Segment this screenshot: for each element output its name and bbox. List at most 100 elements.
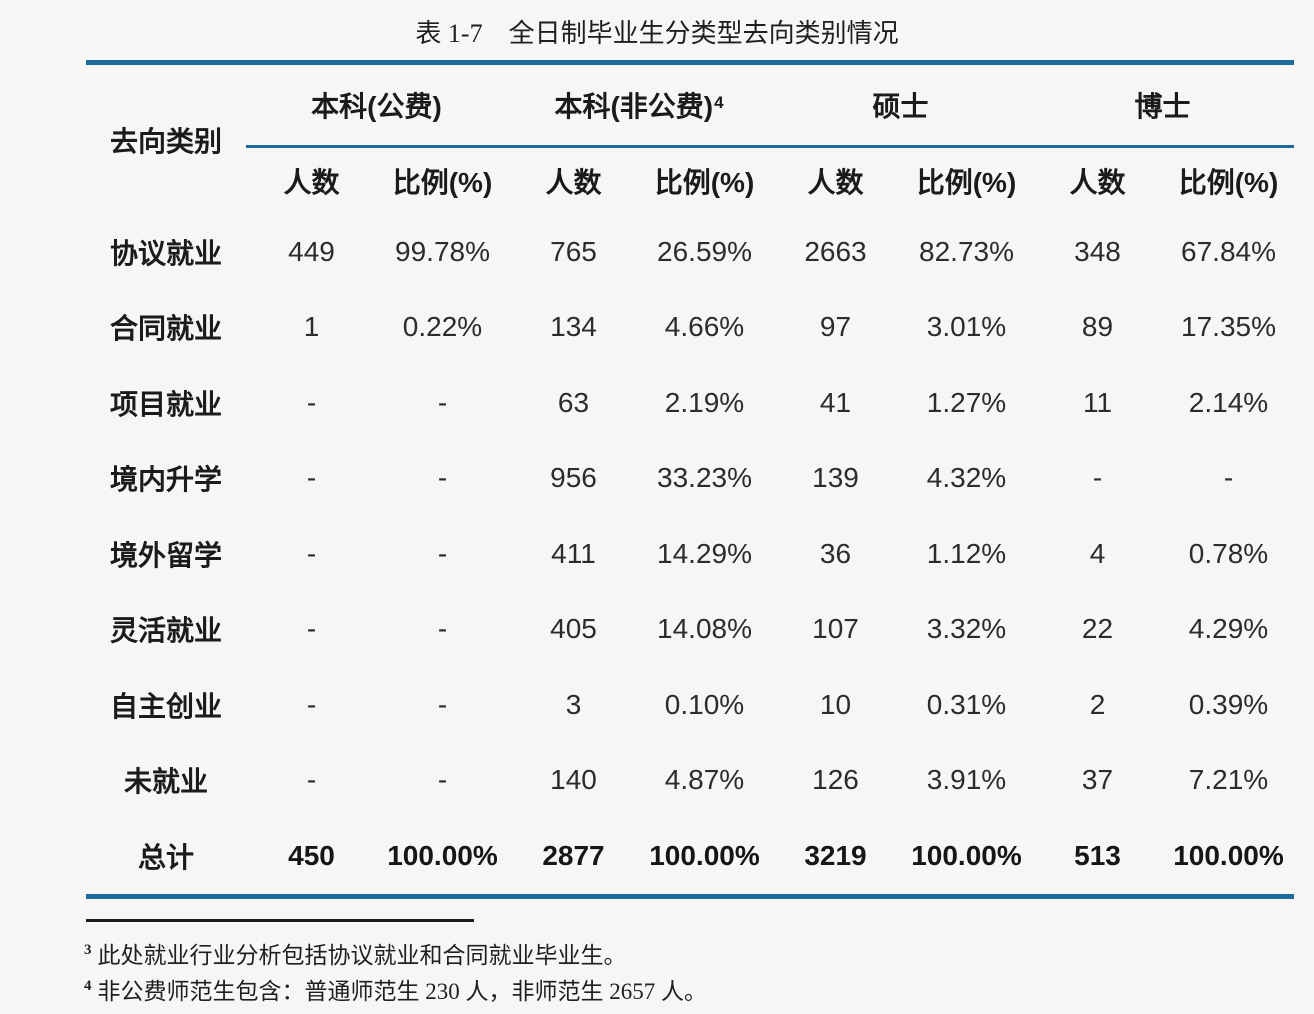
group-header-doctor: 博士 [1032,65,1294,145]
table-cell: 4 [1089,537,1106,569]
table-cell: 100.00% [1173,839,1284,871]
table-cell: 0.31% [926,688,1007,720]
destination-table: 去向类别 本科(公费) 本科(非公费) 4 硕士 博士 人数 比例(%) 人数 比… [86,60,1294,899]
row-label: 未就业 [123,766,208,798]
table-cell: 14.29% [657,537,752,569]
row-label: 灵活就业 [109,615,222,647]
header-mid-rule [246,145,1294,148]
footnote-marker: 3 [84,942,92,959]
table-cell: 99.78% [395,235,490,267]
table-cell: 37 [1081,764,1114,796]
table-cell: 140 [550,764,597,796]
group-header-label: 本科(公费) [311,91,442,122]
table-cell: 765 [550,235,597,267]
table-grid: 去向类别 本科(公费) 本科(非公费) 4 硕士 博士 人数 比例(%) 人数 比… [86,65,1294,894]
table-cell: 513 [1074,839,1121,871]
table-cell: 4.87% [664,764,745,796]
subheader-count: 人数 [807,167,864,198]
row-label: 协议就业 [109,237,222,269]
table-cell: 411 [551,537,596,569]
table-cell: 0.39% [1188,688,1269,720]
table-cell: 0.10% [664,688,745,720]
footnote-marker: 4 [84,978,92,995]
table-bottom-rule [86,893,1294,899]
table-cell: 4.66% [664,311,745,343]
table-cell: - [306,613,317,645]
footnote-text: 此处就业行业分析包括协议就业和合同就业毕业生。 [97,943,627,968]
row-label: 合同就业 [109,313,222,345]
table-top-rule [86,60,1294,65]
table-cell: 2.19% [664,386,745,418]
group-header-label: 硕士 [872,91,929,122]
table-cell: 4.29% [1188,613,1269,645]
row-label: 自主创业 [109,690,222,722]
subheader-ratio: 比例(%) [392,167,493,198]
table-cell: 348 [1074,235,1121,267]
table-cell: 14.08% [657,613,752,645]
footnote-separator [86,919,474,922]
table-cell: 89 [1081,311,1114,343]
table-cell: - [437,764,448,796]
group-header-label: 博士 [1134,91,1191,122]
footnote-3: 3 此处就业行业分析包括协议就业和合同就业毕业生。 [84,938,1244,974]
subheader-count: 人数 [1069,167,1126,198]
table-cell: 3 [565,688,582,720]
table-cell: 100.00% [387,839,498,871]
row-label: 境外留学 [109,539,222,571]
total-row-label: 总计 [137,841,194,873]
table-cell: - [306,764,317,796]
subheader-count: 人数 [545,167,602,198]
table-cell: 3219 [804,839,867,871]
table-cell: 1.12% [926,537,1007,569]
table-cell: 63 [557,386,590,418]
table-cell: - [437,386,448,418]
group-header-label: 本科(非公费) [554,91,714,122]
row-label: 境内升学 [109,464,222,496]
table-cell: - [437,462,448,494]
group-header-bachelor-nonfunded: 本科(非公费) 4 [508,65,770,145]
subheader-ratio: 比例(%) [916,167,1017,198]
table-cell: 1.27% [926,386,1007,418]
table-cell: - [306,386,317,418]
footnotes: 3 此处就业行业分析包括协议就业和合同就业毕业生。 4 非公费师范生包含：普通师范生… [84,938,1244,1010]
table-cell: 2663 [804,235,867,267]
row-label: 项目就业 [109,388,222,420]
table-cell: 139 [812,462,859,494]
table-cell: 0.22% [402,311,483,343]
table-title: 表 1-7 全日制毕业生分类型去向类别情况 [415,19,899,48]
table-cell: 82.73% [919,235,1014,267]
table-cell: - [306,688,317,720]
table-cell: 3.91% [926,764,1007,796]
table-cell: - [306,537,317,569]
table-cell: 7.21% [1188,764,1269,796]
subheader-ratio: 比例(%) [1178,167,1279,198]
table-cell: 2877 [542,839,605,871]
table-cell: 134 [550,311,597,343]
table-cell: 33.23% [657,462,752,494]
group-header-bachelor-funded: 本科(公费) [246,65,508,145]
row-header-label: 去向类别 [109,125,222,157]
table-cell: 956 [550,462,597,494]
table-cell: 3.32% [926,613,1007,645]
footnote-4: 4 非公费师范生包含：普通师范生 230 人，非师范生 2657 人。 [84,974,1244,1010]
table-cell: 10 [819,688,852,720]
table-cell: 4.32% [926,462,1007,494]
table-cell: 11 [1082,386,1113,418]
table-cell: - [437,537,448,569]
table-cell: - [437,613,448,645]
table-cell: - [1092,462,1103,494]
table-cell: 1 [303,311,320,343]
group-header-master: 硕士 [770,65,1032,145]
table-cell: 17.35% [1181,311,1276,343]
footnote-text: 非公费师范生包含：普通师范生 230 人，非师范生 2657 人。 [97,979,708,1004]
table-cell: 2 [1089,688,1106,720]
table-cell: - [306,462,317,494]
table-cell: 22 [1081,613,1114,645]
table-cell: 0.78% [1188,537,1269,569]
table-cell: - [1223,462,1234,494]
table-cell: 100.00% [649,839,760,871]
table-cell: 450 [288,839,335,871]
table-cell: 126 [812,764,859,796]
table-cell: 36 [819,537,852,569]
